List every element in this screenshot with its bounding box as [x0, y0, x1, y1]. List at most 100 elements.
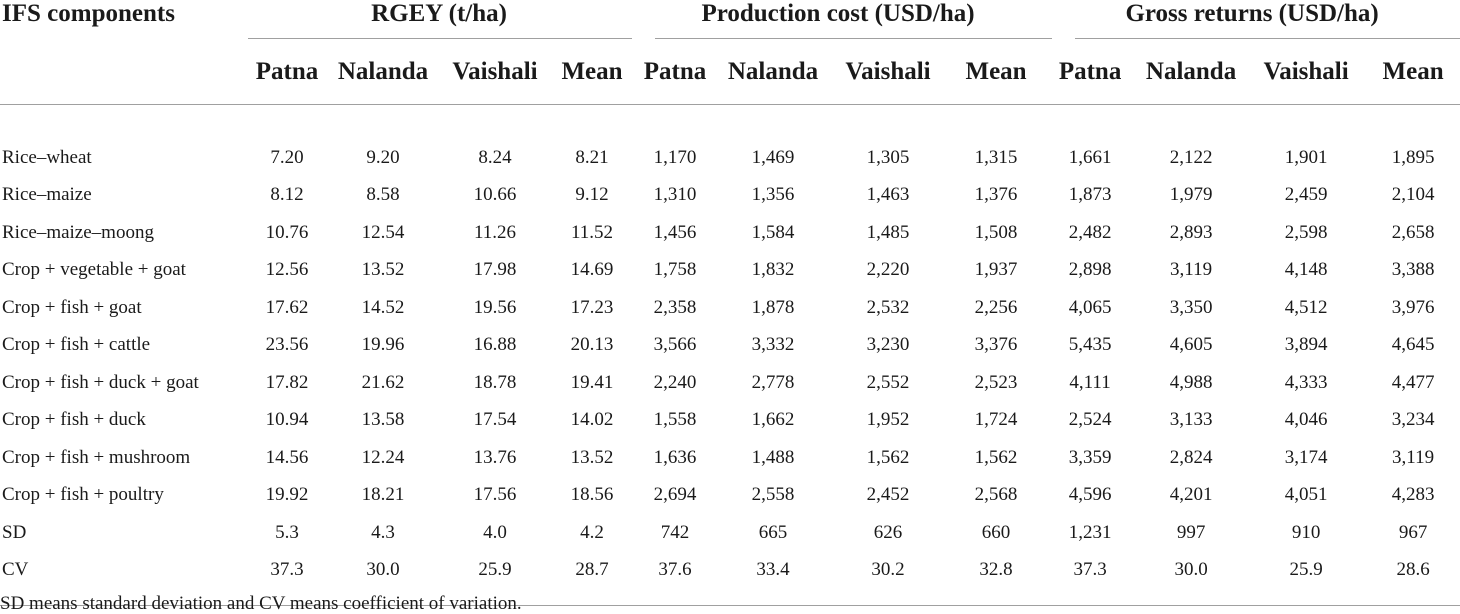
table-cell: 3,566 [653, 334, 697, 356]
table-cell: 2,459 [1284, 184, 1328, 206]
table-cell: 5.3 [275, 521, 299, 543]
table-cell: 19.41 [570, 371, 614, 393]
col-header: Patna [632, 40, 719, 105]
table-cell: 18.78 [473, 371, 517, 393]
table-cell: 997 [1176, 521, 1206, 543]
table-row: Crop + fish + duck 10.94 13.58 17.54 14.02 1,… [0, 402, 1460, 440]
table-cell: 2,452 [866, 484, 910, 506]
table-cell: 2,104 [1391, 184, 1435, 206]
table-cell: 30.0 [328, 551, 438, 606]
table-cell: 17.98 [473, 259, 517, 281]
table-cell: 17.54 [473, 409, 517, 431]
table-cell: 23.56 [265, 334, 309, 356]
table-cell: 4,283 [1391, 484, 1435, 506]
table-cell: 665 [758, 521, 788, 543]
table-cell: 21.62 [361, 371, 405, 393]
table-cell: 1,463 [866, 184, 910, 206]
table-cell: 4,512 [1284, 296, 1328, 318]
row-label: Rice–maize [2, 184, 92, 206]
table-footnote: SD means standard deviation and CV means… [0, 593, 522, 614]
table-cell: 28.7 [552, 551, 633, 606]
table-cell: 17.23 [570, 296, 614, 318]
header-blank-cell [0, 40, 246, 105]
table-cell: 18.21 [361, 484, 405, 506]
table-cell: 3,350 [1169, 296, 1213, 318]
group-underline-production-cost [655, 38, 1052, 39]
table-cell: 1,562 [866, 446, 910, 468]
table-cell: 1,485 [866, 221, 910, 243]
table-cell: 2,898 [1068, 259, 1112, 281]
table-cell: 37.6 [632, 551, 719, 606]
col-header: Mean [552, 40, 633, 105]
table-cell: 626 [873, 521, 903, 543]
table-cell: 3,976 [1391, 296, 1435, 318]
table-cell: 33.4 [718, 551, 829, 606]
table-cell: 13.76 [473, 446, 517, 468]
table-cell: 4.3 [371, 521, 395, 543]
table-cell: 2,778 [751, 371, 795, 393]
col-header: Patna [1044, 40, 1137, 105]
table-row: Rice–maize 8.12 8.58 10.66 9.12 1,310 1,356 1,4… [0, 177, 1460, 215]
table-cell: 17.56 [473, 484, 517, 506]
row-label: Crop + fish + duck [2, 409, 146, 431]
table-cell: 8.58 [366, 184, 400, 206]
table-cell: 14.02 [570, 409, 614, 431]
table-cell: 4,046 [1284, 409, 1328, 431]
table-cell: 19.92 [265, 484, 309, 506]
table-cell: 8.12 [270, 184, 304, 206]
row-label: Crop + vegetable + goat [2, 259, 186, 281]
table-row: Crop + fish + poultry 19.92 18.21 17.56 18.5… [0, 477, 1460, 515]
row-label: Crop + fish + duck + goat [2, 371, 199, 393]
table-cell: 660 [981, 521, 1011, 543]
table-cell: 4,988 [1169, 371, 1213, 393]
row-label: Crop + fish + poultry [2, 484, 164, 506]
col-header: Nalanda [718, 40, 829, 105]
table-cell: 1,310 [653, 184, 697, 206]
table-cell: 4,477 [1391, 371, 1435, 393]
group-header-rgey: RGEY (t/ha) [371, 0, 507, 27]
table-cell: 1,305 [866, 146, 910, 168]
table-cell: 1,661 [1068, 146, 1112, 168]
table-cell: 4,201 [1169, 484, 1213, 506]
table-cell: 12.24 [361, 446, 405, 468]
table-cell: 8.24 [478, 146, 512, 168]
table-cell: 2,824 [1169, 446, 1213, 468]
table-cell: 4,645 [1391, 334, 1435, 356]
table-cell: 4,111 [1069, 371, 1111, 393]
table-cell: 3,119 [1392, 446, 1435, 468]
table-cell: 2,558 [751, 484, 795, 506]
table-cell: 1,456 [653, 221, 697, 243]
group-header-gross-returns: Gross returns (USD/ha) [1125, 0, 1379, 27]
table-cell: 2,893 [1169, 221, 1213, 243]
table-row: Crop + fish + duck + goat 17.82 21.62 18.78… [0, 364, 1460, 402]
table-cell: 10.94 [265, 409, 309, 431]
table-cell: 1,558 [653, 409, 697, 431]
table-row: Rice–wheat 7.20 9.20 8.24 8.21 1,170 1,469 1,30… [0, 105, 1460, 177]
table-row: SD 5.3 4.3 4.0 4.2 742 665 626 660 1,231 997 910 967 [0, 514, 1460, 552]
table-cell: 19.96 [361, 334, 405, 356]
table-cell: 10.66 [473, 184, 517, 206]
table-cell: 1,562 [974, 446, 1018, 468]
table-cell: 28.6 [1366, 551, 1460, 606]
table-cell: 32.8 [948, 551, 1045, 606]
table-cell: 1,170 [653, 146, 697, 168]
table-cell: 2,358 [653, 296, 697, 318]
table-cell: 1,873 [1068, 184, 1112, 206]
table-cell: 11.52 [570, 221, 614, 243]
table-row: Crop + fish + mushroom 14.56 12.24 13.76 13.… [0, 439, 1460, 477]
table-cell: 910 [1291, 521, 1321, 543]
table-cell: 18.56 [570, 484, 614, 506]
table-cell: 3,174 [1284, 446, 1328, 468]
col-header: Mean [1366, 40, 1460, 105]
row-label: SD [2, 521, 27, 543]
table-cell: 1,832 [751, 259, 795, 281]
row-label: Rice–maize–moong [2, 221, 154, 243]
table-cell: 4,051 [1284, 484, 1328, 506]
table-cell: 4.2 [580, 521, 604, 543]
table-cell: 30.0 [1136, 551, 1247, 606]
table-cell: 17.62 [265, 296, 309, 318]
table-cell: 3,119 [1170, 259, 1213, 281]
table-cell: 4.0 [483, 521, 507, 543]
table-cell: 14.69 [570, 259, 614, 281]
